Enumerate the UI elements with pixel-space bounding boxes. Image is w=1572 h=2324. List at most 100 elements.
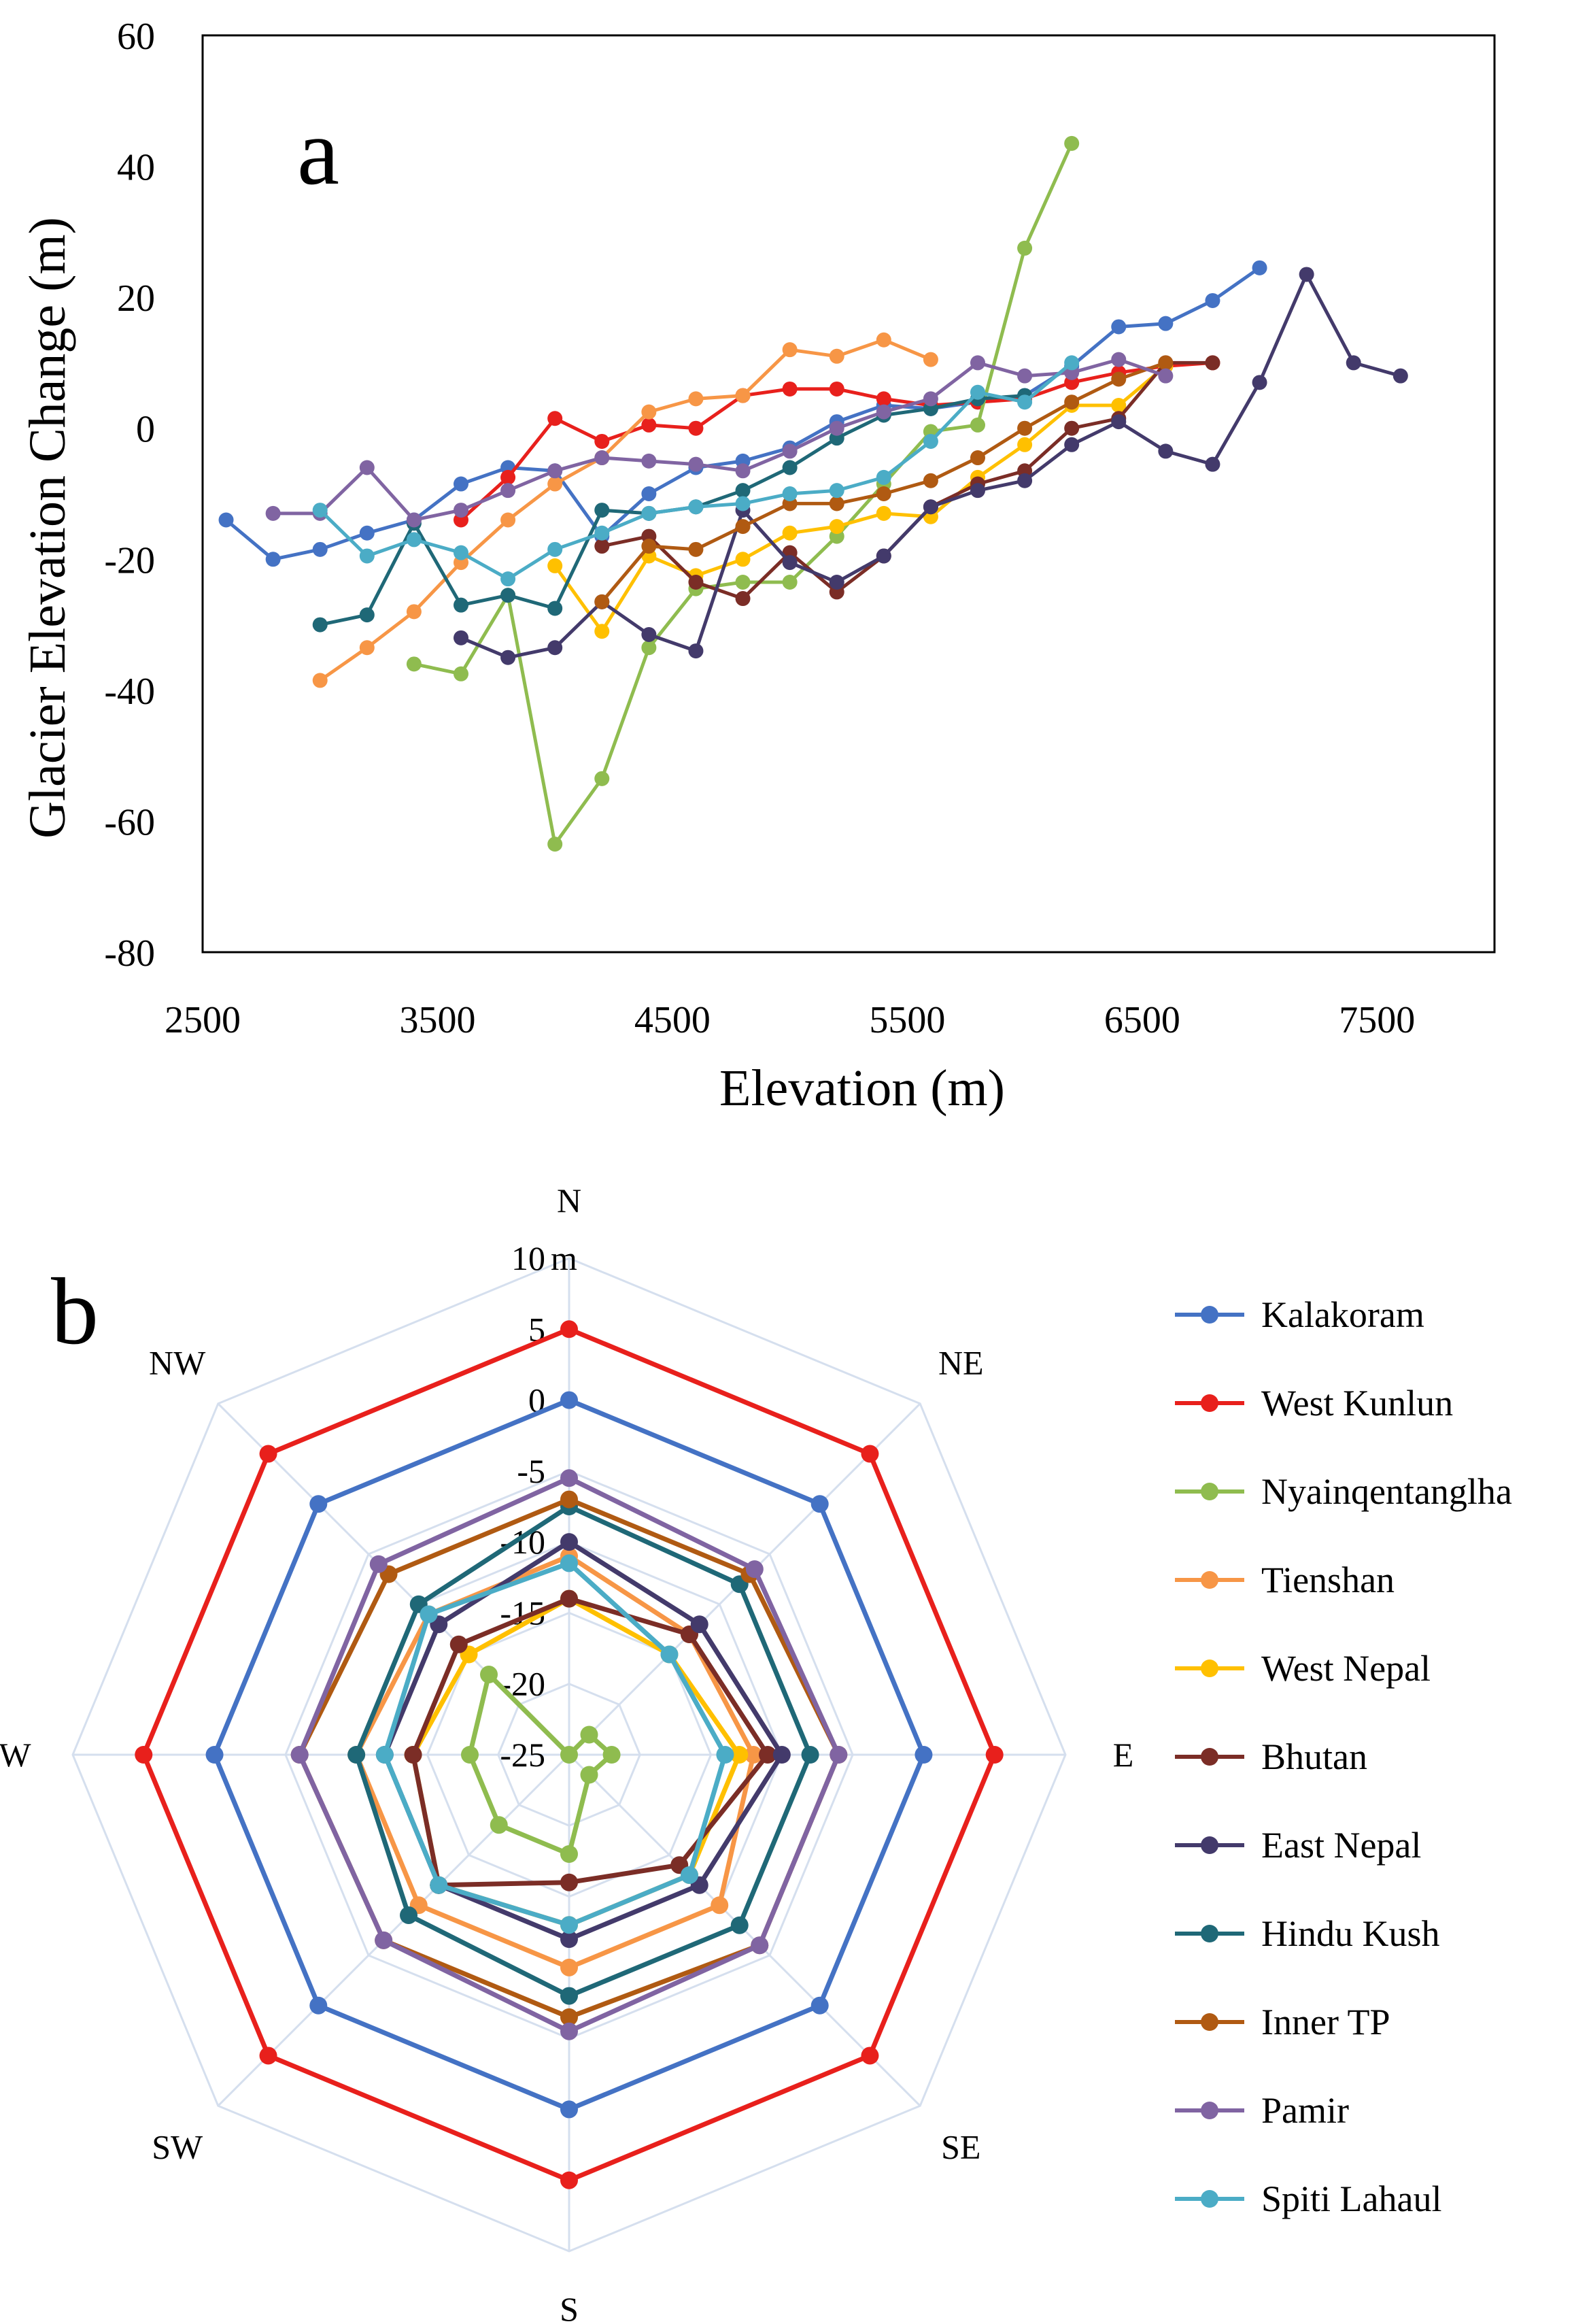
data-point <box>735 519 751 535</box>
data-point <box>406 656 422 672</box>
radar-data-point <box>430 1876 448 1894</box>
radar-data-point <box>810 1996 829 2015</box>
radar-ring-label: -20 <box>500 1665 545 1703</box>
radar-data-point <box>560 1987 578 2005</box>
series-inner-tp <box>594 355 1174 609</box>
radar-data-point <box>560 1490 578 1509</box>
radar-data-point <box>290 1746 309 1764</box>
data-point <box>641 505 657 521</box>
data-point <box>829 519 844 535</box>
data-point <box>688 643 704 659</box>
data-point <box>1064 135 1080 151</box>
legend-swatch-marker <box>1201 2102 1218 2119</box>
data-point <box>500 483 516 499</box>
y-tick-labels: -80 -60 -40 -20 0 20 40 60 <box>104 16 155 975</box>
data-point <box>454 503 468 518</box>
data-point <box>641 417 657 433</box>
data-point <box>1158 443 1174 459</box>
legend-swatch-marker <box>1201 1483 1218 1500</box>
data-point <box>1158 368 1174 384</box>
data-point <box>1017 240 1033 256</box>
radar-data-point <box>259 2047 277 2065</box>
data-point <box>735 552 751 567</box>
data-point <box>312 673 328 688</box>
radar-data-point <box>490 1816 508 1834</box>
radar-series-hindu-kush <box>347 1498 819 2005</box>
data-point <box>876 548 891 564</box>
radar-data-point <box>680 1866 698 1884</box>
data-point <box>782 443 798 459</box>
y-tick-label: 60 <box>117 16 155 58</box>
x-tick-label: 2500 <box>165 999 241 1041</box>
radar-data-point <box>135 1746 153 1764</box>
radar-data-point <box>560 1554 578 1572</box>
data-point <box>641 627 657 643</box>
data-point <box>547 411 563 426</box>
data-point <box>594 433 610 449</box>
data-point <box>1017 473 1033 488</box>
legend-item: Pamir <box>1175 2090 1349 2131</box>
data-point <box>265 552 281 567</box>
data-point <box>876 505 891 521</box>
radar-direction-label: E <box>1113 1736 1134 1774</box>
data-point <box>1205 355 1220 371</box>
legend-item: Tienshan <box>1175 1560 1395 1600</box>
radar-data-point <box>560 1746 578 1764</box>
data-point <box>688 456 704 472</box>
radar-data-point <box>560 2100 578 2119</box>
data-point <box>547 837 563 852</box>
radar-data-point <box>861 2047 879 2065</box>
radar-data-point <box>580 1725 598 1744</box>
legend-item: Hindu Kush <box>1175 1913 1440 1954</box>
data-point <box>547 640 563 656</box>
radar-data-point <box>861 1445 879 1463</box>
data-point <box>594 539 610 554</box>
radar-data-point <box>560 1320 578 1338</box>
data-point <box>406 532 422 548</box>
data-point <box>876 404 891 420</box>
legend-item: Inner TP <box>1175 2002 1390 2042</box>
legend-label: Nyainqentanglha <box>1261 1471 1512 1512</box>
radar-data-point <box>560 2171 578 2189</box>
data-point <box>782 460 798 475</box>
radar-direction-label: N <box>557 1181 581 1219</box>
radar-series-nyainqentanglha <box>461 1666 621 1863</box>
y-tick-label: -60 <box>104 801 155 843</box>
radar-series-pamir <box>290 1469 848 2040</box>
radar-direction-label: SW <box>152 2127 203 2166</box>
data-point <box>1111 352 1127 367</box>
radar-direction-label: NE <box>938 1344 984 1382</box>
radar-data-point <box>369 1555 388 1573</box>
data-point <box>454 476 468 492</box>
data-point <box>782 486 798 501</box>
series-west-nepal <box>547 358 1174 639</box>
radar-data-point <box>461 1746 479 1764</box>
legend-label: West Kunlun <box>1261 1383 1453 1424</box>
data-point <box>1064 394 1080 410</box>
data-point <box>594 503 610 518</box>
data-point <box>1017 368 1033 384</box>
data-point <box>641 486 657 501</box>
radar-unit-label: m <box>551 1239 577 1277</box>
data-point <box>688 574 704 590</box>
data-point <box>594 624 610 639</box>
data-point <box>359 525 375 541</box>
data-point <box>641 453 657 469</box>
radar-data-point <box>711 1896 729 1915</box>
radar-data-point <box>375 1746 394 1764</box>
legend-item: West Kunlun <box>1175 1383 1453 1424</box>
radar-data-point <box>830 1746 848 1764</box>
data-point <box>641 640 657 656</box>
data-point <box>1111 319 1127 335</box>
data-point <box>923 391 938 407</box>
legend-swatch-marker <box>1201 1571 1218 1589</box>
data-point <box>1158 316 1174 331</box>
data-point <box>218 512 234 528</box>
radar-data-point <box>449 1635 468 1653</box>
data-point <box>1017 420 1033 436</box>
data-point <box>547 476 563 492</box>
data-point <box>1064 437 1080 452</box>
data-point <box>782 555 798 571</box>
radar-data-point <box>309 1996 328 2015</box>
